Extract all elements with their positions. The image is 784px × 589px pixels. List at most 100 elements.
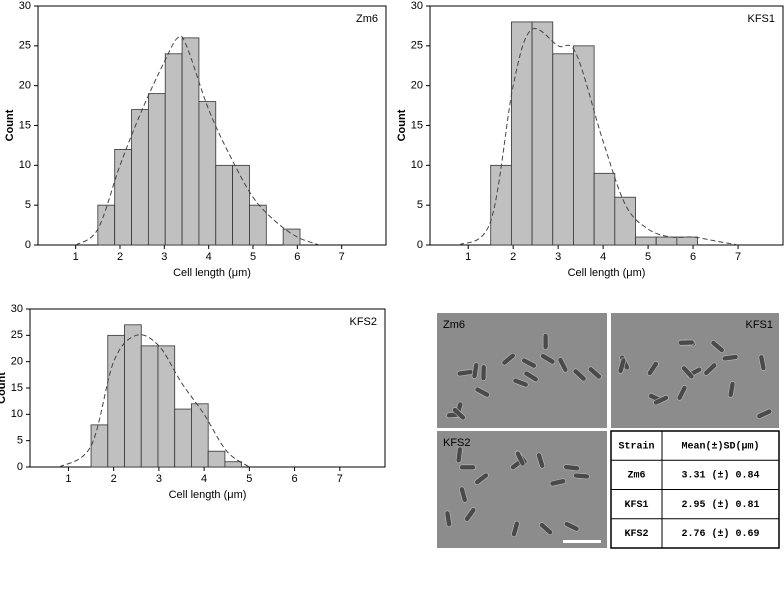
cell <box>557 357 569 373</box>
y-tick-label: 25 <box>19 40 31 52</box>
bar <box>90 424 109 468</box>
cell <box>515 450 526 467</box>
bar <box>207 450 226 468</box>
x-tick-label: 7 <box>735 251 741 263</box>
x-axis-title: Cell length (μm) <box>169 489 247 501</box>
panel-label: KFS2 <box>349 316 377 328</box>
cell <box>512 377 529 388</box>
y-tick-label: 30 <box>411 0 423 12</box>
cell <box>501 352 516 366</box>
y-tick-label: 10 <box>19 159 31 171</box>
y-tick-label: 30 <box>19 0 31 12</box>
scale-bar <box>563 540 601 543</box>
x-tick-label: 5 <box>645 251 651 263</box>
micrograph-label: Zm6 <box>443 319 465 331</box>
fit-curve <box>59 334 250 468</box>
y-tick-label: 5 <box>17 435 23 447</box>
y-tick-label: 20 <box>411 80 423 92</box>
cell <box>474 386 490 398</box>
cell <box>681 365 695 380</box>
bar <box>215 164 234 246</box>
x-tick-label: 2 <box>510 251 516 263</box>
cell <box>653 394 669 406</box>
y-axis-title: Count <box>396 109 408 141</box>
y-tick-label: 20 <box>11 356 23 368</box>
cell <box>721 354 739 362</box>
bar <box>510 21 533 246</box>
x-tick-label: 2 <box>111 473 117 485</box>
table-cell: Zm6 <box>627 471 645 482</box>
x-axis-title: Cell length (μm) <box>568 267 646 279</box>
cell <box>727 381 736 398</box>
bar <box>614 196 636 246</box>
y-tick-label: 0 <box>417 239 423 251</box>
bar <box>635 236 657 246</box>
cell <box>459 464 476 471</box>
cell <box>464 507 477 522</box>
bar <box>131 109 149 246</box>
cell <box>540 353 556 365</box>
cell <box>617 357 627 374</box>
bar <box>164 53 183 246</box>
cell <box>459 486 468 503</box>
cell <box>536 452 546 469</box>
y-tick-label: 15 <box>411 119 423 131</box>
bar <box>249 204 267 246</box>
y-tick-label: 0 <box>25 239 31 251</box>
x-tick-label: 4 <box>201 473 207 485</box>
cell <box>455 446 463 464</box>
cell <box>452 407 466 421</box>
cell <box>542 333 549 350</box>
x-tick-label: 3 <box>555 251 561 263</box>
y-tick-label: 15 <box>19 119 31 131</box>
cell <box>587 366 602 380</box>
y-tick-label: 0 <box>17 461 23 473</box>
bar <box>140 345 159 468</box>
y-tick-label: 30 <box>11 303 23 315</box>
x-tick-label: 6 <box>294 251 300 263</box>
fit-curve <box>458 28 739 246</box>
bar <box>490 164 512 246</box>
cell <box>480 364 487 381</box>
bar <box>157 345 176 468</box>
y-tick-label: 15 <box>11 382 23 394</box>
x-tick-label: 7 <box>339 251 345 263</box>
x-tick-label: 7 <box>337 473 343 485</box>
y-tick-label: 5 <box>417 199 423 211</box>
bar <box>191 403 209 468</box>
cell <box>676 385 688 401</box>
table-cell: Strain <box>618 440 654 452</box>
cell <box>703 362 718 376</box>
micrograph-label: KFS2 <box>443 437 471 449</box>
bar <box>174 408 192 468</box>
x-tick-label: 4 <box>600 251 606 263</box>
panel-label: Zm6 <box>356 13 378 25</box>
y-tick-label: 5 <box>25 199 31 211</box>
table-cell: Mean(±)SD(μm) <box>681 440 759 452</box>
x-tick-label: 1 <box>465 251 471 263</box>
cell <box>572 368 587 382</box>
cell <box>756 408 773 419</box>
bar <box>655 236 678 246</box>
bar <box>552 53 574 246</box>
table-cell: 2.95 (±) 0.81 <box>681 499 759 511</box>
x-axis-title: Cell length (μm) <box>173 267 251 279</box>
cell <box>758 354 767 371</box>
x-tick-label: 5 <box>246 473 252 485</box>
y-axis-title: Count <box>0 372 8 404</box>
x-tick-label: 3 <box>161 251 167 263</box>
micrograph-label: KFS1 <box>745 319 773 331</box>
cell <box>444 510 452 528</box>
bar <box>147 93 166 246</box>
cell <box>549 478 566 487</box>
panel-label: KFS1 <box>747 13 775 25</box>
x-tick-label: 1 <box>65 473 71 485</box>
cell <box>474 472 489 485</box>
bar <box>114 148 132 246</box>
bar <box>107 334 125 468</box>
cell <box>677 339 695 346</box>
bar <box>593 172 616 246</box>
y-tick-label: 25 <box>411 40 423 52</box>
